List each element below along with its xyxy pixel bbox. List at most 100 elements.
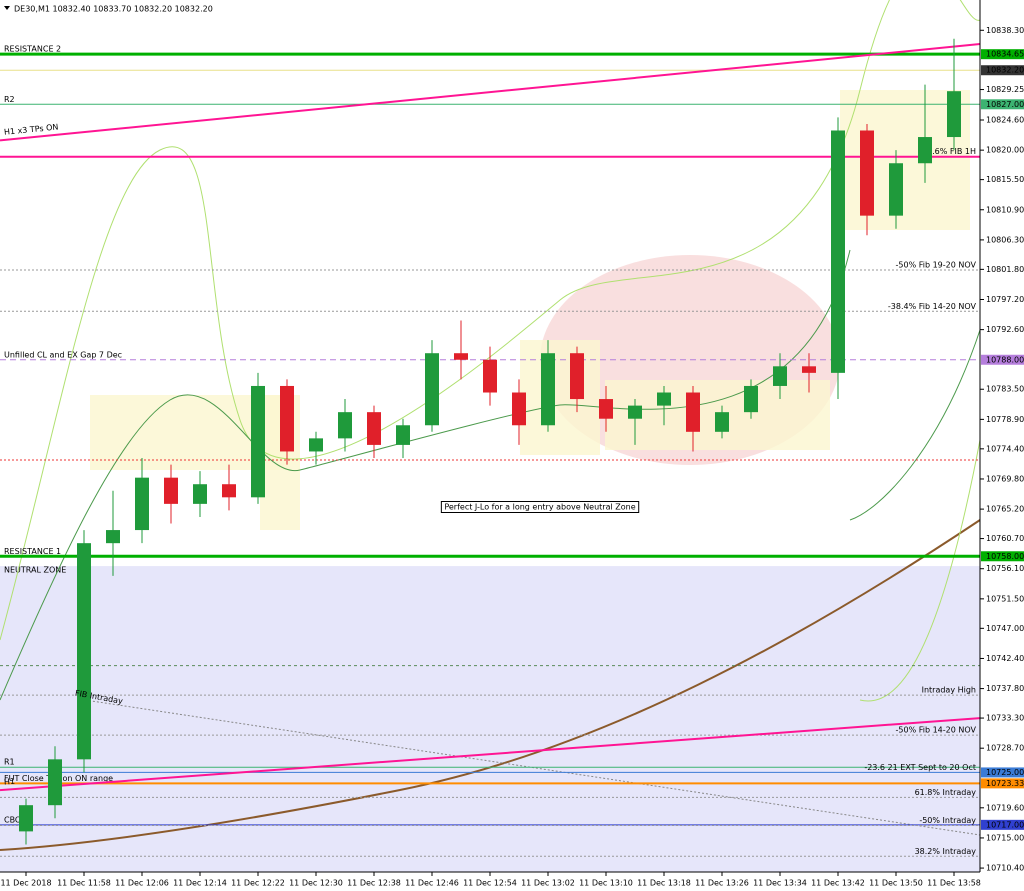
candle-body [164,477,178,504]
candle-body [48,759,62,806]
indicator-curve [0,0,981,641]
level-label: CBOL [4,815,26,824]
trend-line [0,43,981,142]
title-icon [4,6,10,10]
candle-body [918,137,932,164]
candle-body [599,399,613,419]
x-tick-label: 11 Dec 12:22 [231,879,285,888]
y-tick-label: 10824.60 [986,116,1024,125]
indicator-curve [0,519,981,851]
level-label: Intraday High [922,686,976,695]
level-label: 61.8% Intraday [915,788,977,797]
candle-body [222,484,236,498]
level-label: R2 [4,95,15,104]
y-tick-label: 10742.40 [986,654,1024,663]
price-tag [981,49,1024,60]
annotation-box [440,501,640,513]
y-tick-label: 10815.50 [986,175,1024,184]
x-tick-label: 11 Dec 13:18 [637,879,691,888]
candle-body [19,805,33,832]
x-tick-label: 11 Dec 12:30 [289,879,343,888]
indicator-curve [849,329,981,521]
y-tick-label: 10715.00 [986,833,1024,842]
y-tick-label: 10801.80 [986,265,1024,274]
neutral-zone [0,566,980,872]
price-tag-label: 10725.00 [986,768,1024,777]
y-tick-label: 10778.90 [986,415,1024,424]
candle-body [570,353,584,400]
price-tag-label: 10723.33 [986,779,1024,788]
y-tick-label: 10810.90 [986,205,1024,214]
y-tick-label: 10838.30 [986,26,1024,35]
level-label: -50% Fib 19-20 NOV [896,261,977,270]
price-tag-label: 10758.00 [986,552,1024,561]
y-tick-label: 10719.60 [986,803,1024,812]
y-tick-label: 10737.80 [986,684,1024,693]
x-tick-label: 11 Dec 12:46 [405,879,459,888]
candle-body [889,163,903,216]
candle-body [193,484,207,504]
candle-body [715,412,729,432]
candle-body [483,359,497,393]
level-label: R1 [4,758,15,767]
candle-body [77,543,91,760]
level-label: Unfilled CL and EX Gap 7 Dec [4,350,122,359]
candle-body [541,353,555,426]
candle-body [744,385,758,413]
candle-body [512,392,526,426]
x-tick-label: 11 Dec 2018 [0,879,51,888]
y-tick-label: 10710.40 [986,864,1024,873]
chart-title: DE30,M1 10832.40 10833.70 10832.20 10832… [14,5,213,14]
price-tag [981,819,1024,830]
x-tick-label: 11 Dec 11:58 [57,879,111,888]
level-label: RESISTANCE 1 [4,547,61,556]
candle-body [251,385,265,498]
price-tag [981,767,1024,778]
y-tick-label: 10806.30 [986,235,1024,244]
y-tick-label: 10751.50 [986,594,1024,603]
candle-body [309,438,323,452]
candle-body [396,425,410,445]
y-tick-label: 10783.50 [986,385,1024,394]
y-tick-label: 10747.00 [986,624,1024,633]
x-tick-label: 11 Dec 13:50 [869,879,923,888]
x-tick-label: 11 Dec 13:02 [521,879,575,888]
y-tick-label: 10733.30 [986,714,1024,723]
price-tag [981,551,1024,562]
candle-body [367,412,381,445]
candle-body [657,392,671,406]
highlight-box [520,340,600,455]
x-tick-label: 11 Dec 12:06 [115,879,169,888]
y-tick-label: 10820.00 [986,146,1024,155]
candle-body [280,385,294,452]
x-tick-label: 11 Dec 13:26 [695,879,749,888]
zone-label: NEUTRAL ZONE [4,566,66,575]
level-label: -50% Fib 14-20 NOV [896,726,977,735]
price-tag-label: 10717.00 [986,820,1024,829]
level-label: 38.2% Intraday [915,847,977,856]
candle-body [106,530,120,544]
trend-line [0,717,981,792]
candle-body [454,353,468,360]
candle-body [802,366,816,373]
candle-body [135,477,149,531]
indicator-curve [0,249,851,701]
y-tick-label: 10769.80 [986,474,1024,483]
price-tag-label: 10788.00 [986,355,1024,364]
candle-body [425,353,439,426]
trend-label: H1 [4,777,16,787]
y-tick-label: 10765.20 [986,505,1024,514]
y-tick-label: 10728.70 [986,744,1024,753]
candle-body [947,91,961,138]
annotation: Perfect J-Lo for a long entry above Neut… [444,503,635,512]
x-tick-label: 11 Dec 12:14 [173,879,227,888]
candle-body [831,130,845,373]
y-tick-label: 10792.60 [986,325,1024,334]
x-tick-label: 11 Dec 13:42 [811,879,865,888]
y-tick-label: 10829.25 [986,85,1024,94]
price-tag [981,354,1024,365]
candle-body [773,366,787,386]
x-tick-label: 11 Dec 13:34 [753,879,807,888]
price-tag [981,778,1024,789]
